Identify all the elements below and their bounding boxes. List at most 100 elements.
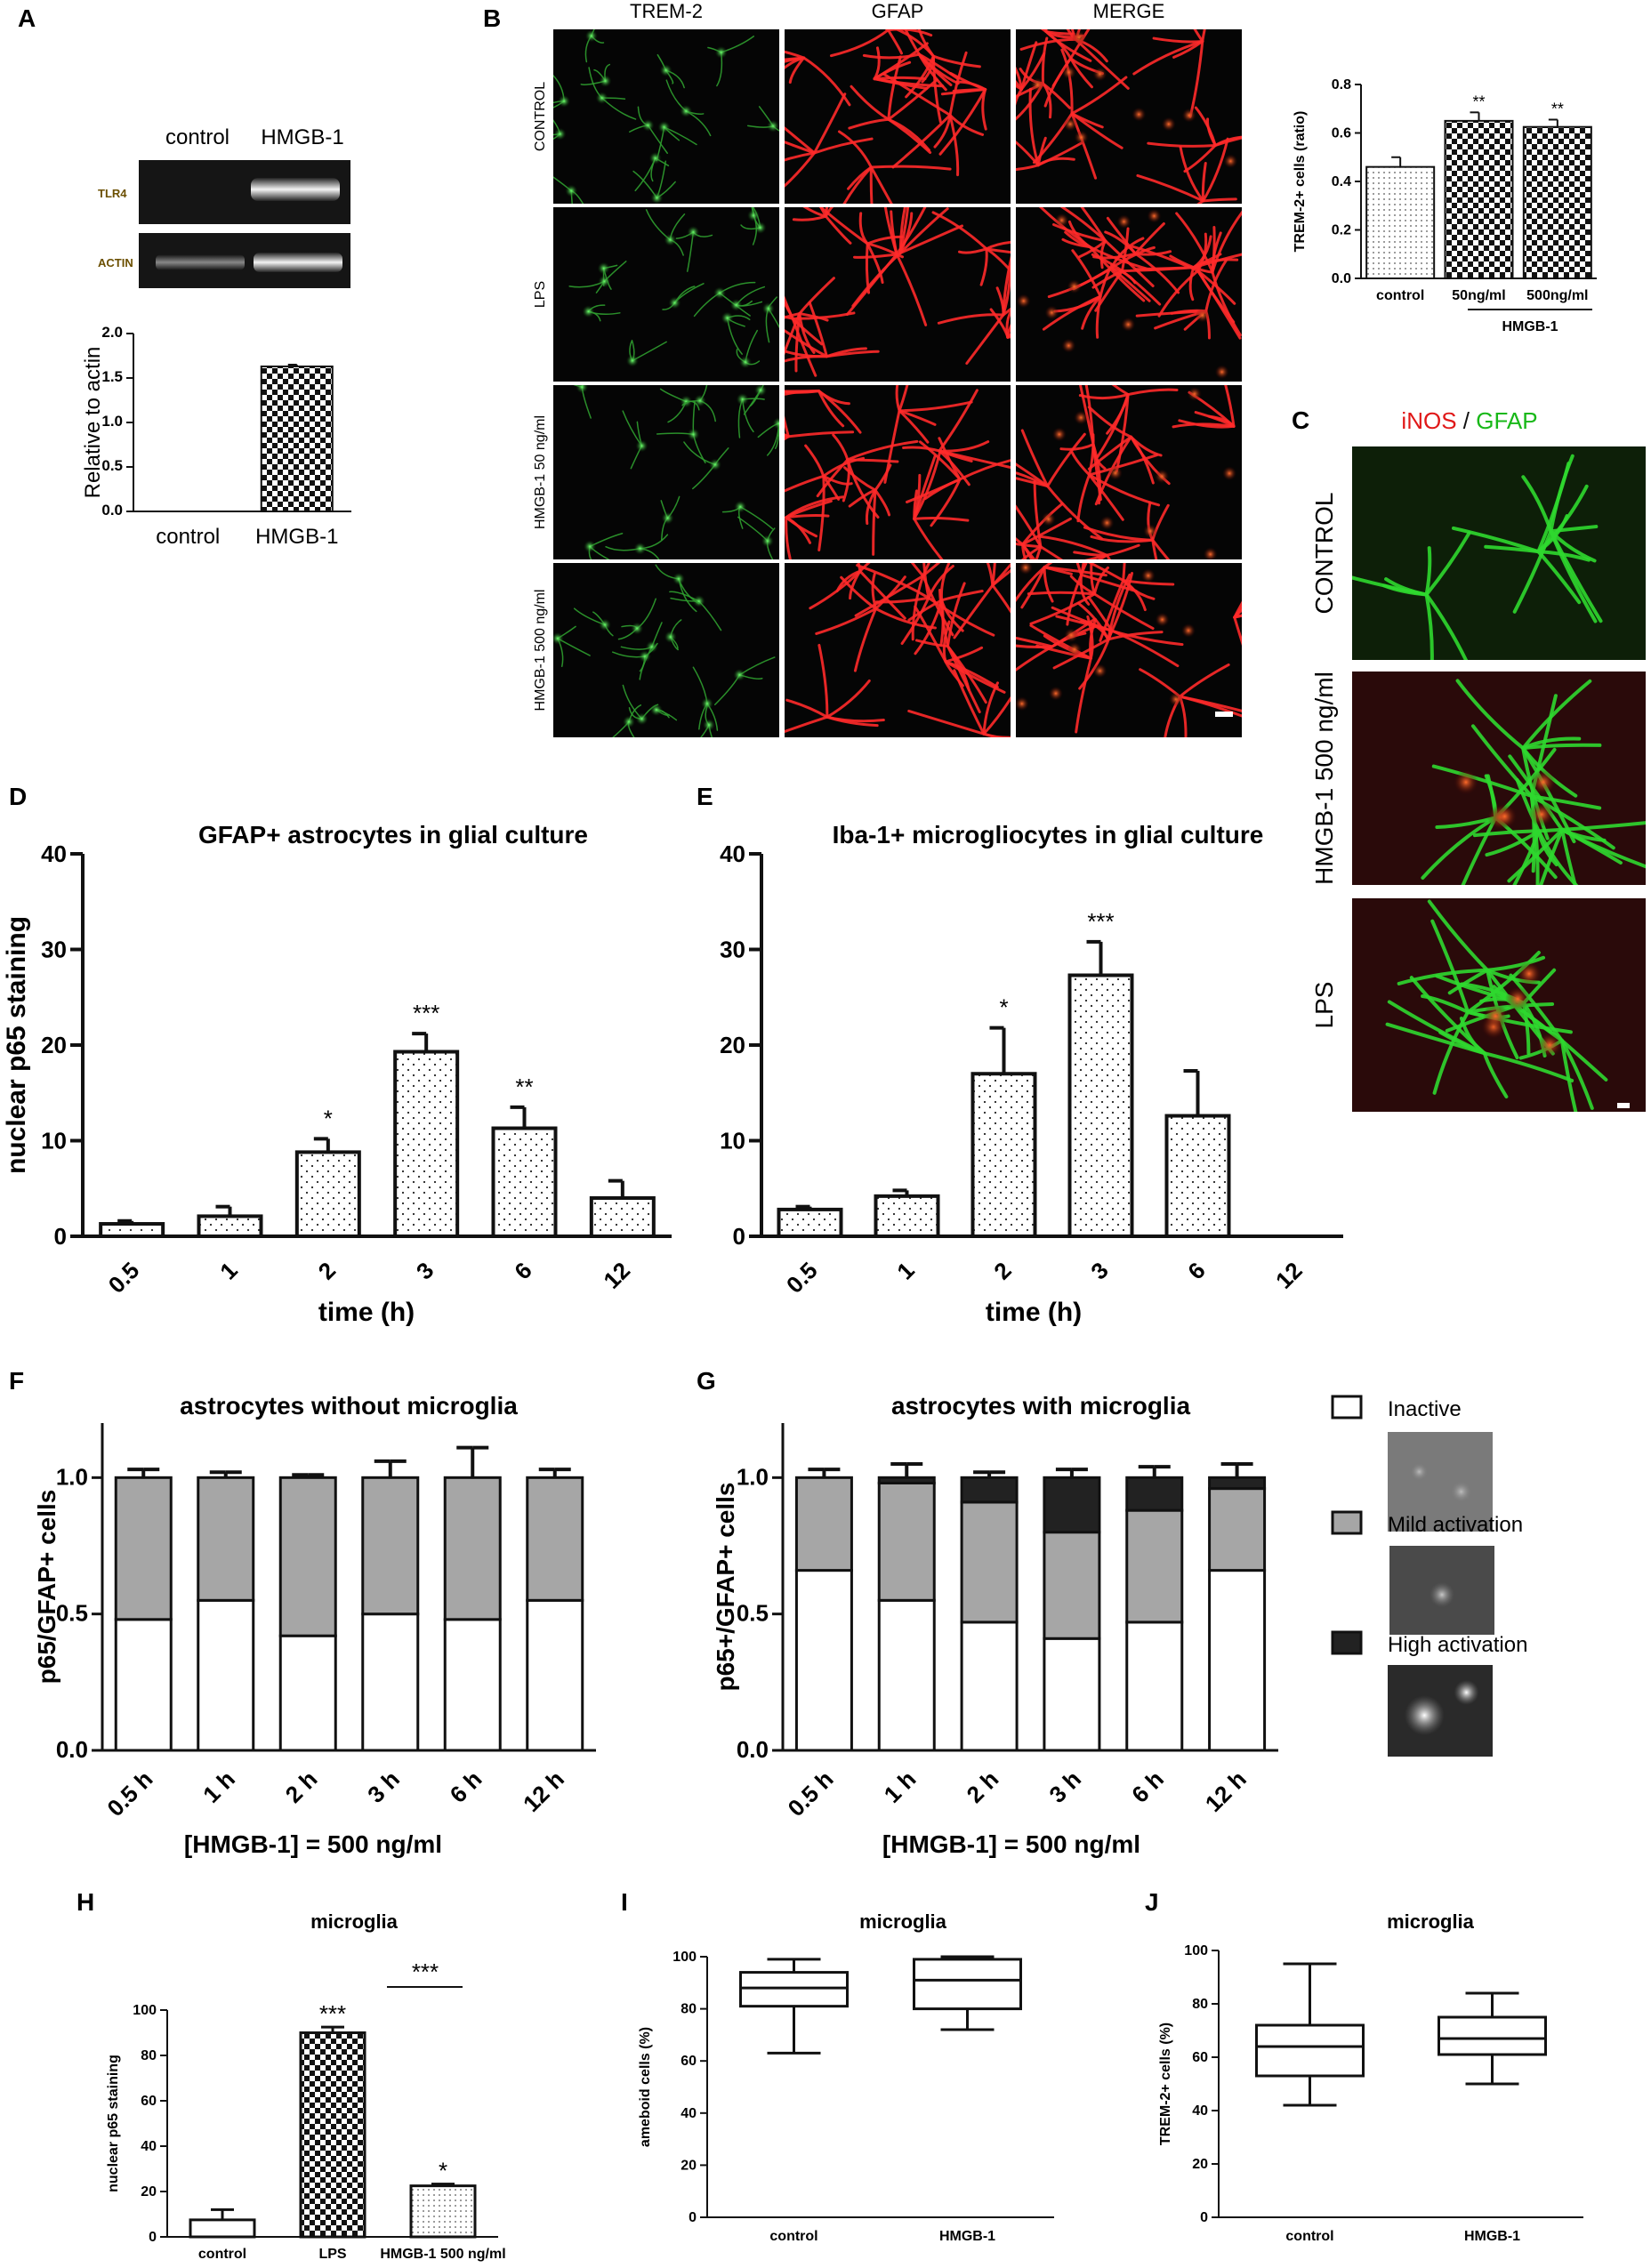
- cell-process: [904, 29, 921, 56]
- stacked-bar-segment: [1043, 1476, 1101, 1534]
- cell-process: [1115, 393, 1130, 473]
- panel-c-title: iNOS / GFAP: [1401, 407, 1537, 434]
- x-tick-label: 3 h: [1043, 1765, 1086, 1808]
- cell-process: [1482, 1051, 1509, 1099]
- cell-process: [817, 474, 826, 551]
- micrograph-row-label: HMGB-1 500 ng/ml: [1310, 672, 1338, 885]
- cell-process: [785, 516, 812, 544]
- y-tick-label: 20: [141, 2184, 157, 2200]
- cell-process: [1201, 197, 1237, 203]
- cell-process: [1536, 821, 1646, 833]
- cell-body: [1092, 664, 1107, 679]
- cell-process: [891, 113, 952, 169]
- cell-process: [1019, 41, 1038, 91]
- cell-process: [835, 569, 862, 593]
- significance-label: ***: [319, 2000, 346, 2027]
- cell-body: [1140, 568, 1156, 583]
- cell-process: [1075, 656, 1092, 734]
- y-tick-label: 20: [720, 1032, 745, 1058]
- legend-thumbnail: [1388, 1432, 1493, 1532]
- cell-body: [595, 92, 608, 105]
- bar: [294, 1150, 361, 1239]
- cell-process: [886, 29, 903, 55]
- cell-process: [922, 563, 941, 577]
- cell-body: [1041, 511, 1056, 527]
- panel-label-h: H: [77, 1888, 94, 1916]
- cell-body: [1051, 427, 1067, 442]
- cell-process: [1421, 816, 1498, 880]
- cell-process: [1016, 477, 1050, 488]
- stacked-bar-segment: [443, 1618, 502, 1752]
- gel-band-actin-hmgb1: [254, 253, 342, 272]
- cell-process: [1512, 829, 1541, 885]
- cell-process: [817, 643, 829, 719]
- cell-process: [895, 253, 928, 326]
- micrograph-tile: [1016, 385, 1242, 559]
- bar: [589, 1196, 656, 1238]
- cell-process: [883, 207, 898, 256]
- cell-body: [645, 640, 658, 654]
- cell-process: [1078, 393, 1130, 400]
- cell-process: [812, 137, 874, 155]
- cell-process: [1126, 388, 1179, 397]
- cell-process: [1078, 629, 1114, 690]
- gel-row-label-tlr4: TLR4: [98, 187, 127, 200]
- cell-process: [850, 84, 890, 121]
- cell-process: [1077, 601, 1110, 641]
- chart-title: microglia: [1387, 1910, 1475, 1933]
- y-tick-label: 0: [689, 2210, 697, 2225]
- cell-process: [818, 207, 869, 245]
- y-axis-label: TREM-2+ cells (ratio): [1293, 111, 1308, 253]
- x-axis-label: [HMGB-1] = 500 ng/ml: [882, 1830, 1140, 1858]
- y-tick-label: 60: [681, 2054, 697, 2069]
- y-tick-label: 0.0: [56, 1736, 88, 1763]
- cell-process: [1044, 29, 1048, 33]
- cell-process: [1053, 294, 1102, 313]
- bar: [299, 2031, 366, 2239]
- cell-process: [1521, 736, 1582, 751]
- significance-label: *: [324, 1105, 333, 1131]
- x-tick-label: 6: [1182, 1257, 1210, 1284]
- cell-process: [874, 488, 891, 517]
- cell-process: [1016, 536, 1025, 546]
- significance-label: **: [1472, 92, 1485, 110]
- significance-label: **: [515, 1074, 533, 1100]
- cell-process: [1515, 777, 1541, 833]
- cell-process: [1041, 36, 1049, 85]
- cell-process: [1151, 538, 1171, 559]
- chart-title: microglia: [310, 1910, 399, 1933]
- cell-process: [826, 679, 871, 719]
- cell-process: [874, 596, 930, 604]
- x-tick-label: 0.5: [103, 1257, 145, 1299]
- cell-body: [687, 428, 700, 441]
- cell-process: [1090, 563, 1096, 596]
- cell-process: [854, 574, 925, 617]
- cell-body: [641, 118, 655, 132]
- cell-process: [874, 575, 906, 610]
- cell-process: [1019, 37, 1077, 51]
- cell-process: [874, 463, 892, 492]
- cell-process: [1076, 473, 1091, 523]
- y-tick-label: 0: [149, 2230, 157, 2245]
- cell-body: [649, 704, 663, 717]
- bar: [189, 2218, 256, 2239]
- cell-process: [1052, 638, 1110, 670]
- micrograph-tile: [553, 29, 779, 204]
- cell-process: [1152, 36, 1204, 44]
- legend-swatch: [1331, 1395, 1363, 1420]
- cell-process: [1134, 266, 1196, 271]
- chart-title: GFAP+ astrocytes in glial culture: [198, 821, 588, 848]
- cell-body: [1074, 130, 1089, 145]
- stacked-bar-segment: [794, 1476, 853, 1572]
- cell-process: [1080, 563, 1085, 576]
- stacked-bar-segment: [197, 1476, 255, 1602]
- cell-process: [822, 456, 866, 478]
- y-axis-label: p65/GFAP+ cells: [33, 1490, 60, 1685]
- cell-process: [991, 568, 1011, 587]
- cell-process: [1107, 631, 1164, 641]
- y-tick-label: 60: [1192, 2050, 1208, 2065]
- cell-process: [1087, 406, 1132, 438]
- cell-process: [1092, 566, 1109, 596]
- cell-body: [576, 385, 589, 394]
- cell-process: [1387, 1000, 1486, 1056]
